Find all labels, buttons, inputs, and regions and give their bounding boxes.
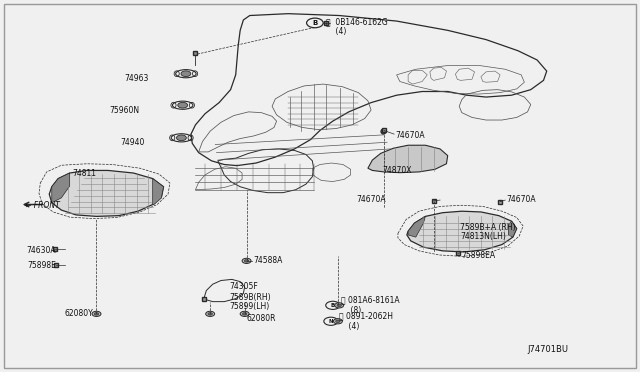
Text: Ⓝ 0891-2062H
    (4): Ⓝ 0891-2062H (4) xyxy=(339,312,393,331)
Text: 62080R: 62080R xyxy=(246,314,276,323)
Text: 74870X: 74870X xyxy=(383,166,412,174)
Polygon shape xyxy=(52,173,70,203)
Text: 75898E: 75898E xyxy=(28,261,56,270)
Circle shape xyxy=(94,312,99,315)
Polygon shape xyxy=(508,221,516,237)
Circle shape xyxy=(177,135,186,141)
Text: Ⓑ 081A6-8161A
    (8): Ⓑ 081A6-8161A (8) xyxy=(341,296,400,315)
Circle shape xyxy=(337,304,341,307)
Circle shape xyxy=(244,260,249,262)
Circle shape xyxy=(178,102,188,108)
Text: 75898EA: 75898EA xyxy=(462,251,496,260)
Polygon shape xyxy=(368,145,448,173)
Circle shape xyxy=(243,312,247,315)
Circle shape xyxy=(208,312,212,315)
Text: 75899(LH): 75899(LH) xyxy=(229,302,269,311)
Text: ← FRONT: ← FRONT xyxy=(25,201,60,210)
Polygon shape xyxy=(153,179,164,205)
Text: 75960N: 75960N xyxy=(110,106,140,115)
Text: 7589B+A (RH): 7589B+A (RH) xyxy=(461,223,516,232)
Circle shape xyxy=(205,311,214,317)
Circle shape xyxy=(335,303,344,308)
Text: 74670A: 74670A xyxy=(356,195,386,204)
Text: 74588A: 74588A xyxy=(253,256,282,265)
Text: 74630A: 74630A xyxy=(26,246,56,254)
Text: 74670A: 74670A xyxy=(506,195,536,204)
Text: 74305F: 74305F xyxy=(229,282,258,291)
Circle shape xyxy=(242,258,251,263)
Text: 74940: 74940 xyxy=(120,138,145,147)
Circle shape xyxy=(181,71,191,77)
Circle shape xyxy=(333,319,342,324)
Text: 7589B(RH): 7589B(RH) xyxy=(229,293,271,302)
Text: N: N xyxy=(328,319,333,324)
Polygon shape xyxy=(407,211,516,252)
Text: 74963: 74963 xyxy=(124,74,149,83)
Text: B: B xyxy=(312,20,317,26)
Circle shape xyxy=(335,320,340,323)
Text: J74701BU: J74701BU xyxy=(527,345,568,354)
Text: 74813N(LH): 74813N(LH) xyxy=(461,231,506,241)
Circle shape xyxy=(240,311,249,317)
Text: 74670A: 74670A xyxy=(396,131,425,140)
Polygon shape xyxy=(408,217,426,237)
Polygon shape xyxy=(49,170,164,217)
Text: 62080Y: 62080Y xyxy=(65,310,93,318)
Text: Ⓑ  0B146-6162G
    (4): Ⓑ 0B146-6162G (4) xyxy=(326,17,388,36)
Text: 74811: 74811 xyxy=(72,169,96,177)
Text: B: B xyxy=(331,303,335,308)
Circle shape xyxy=(92,311,101,317)
